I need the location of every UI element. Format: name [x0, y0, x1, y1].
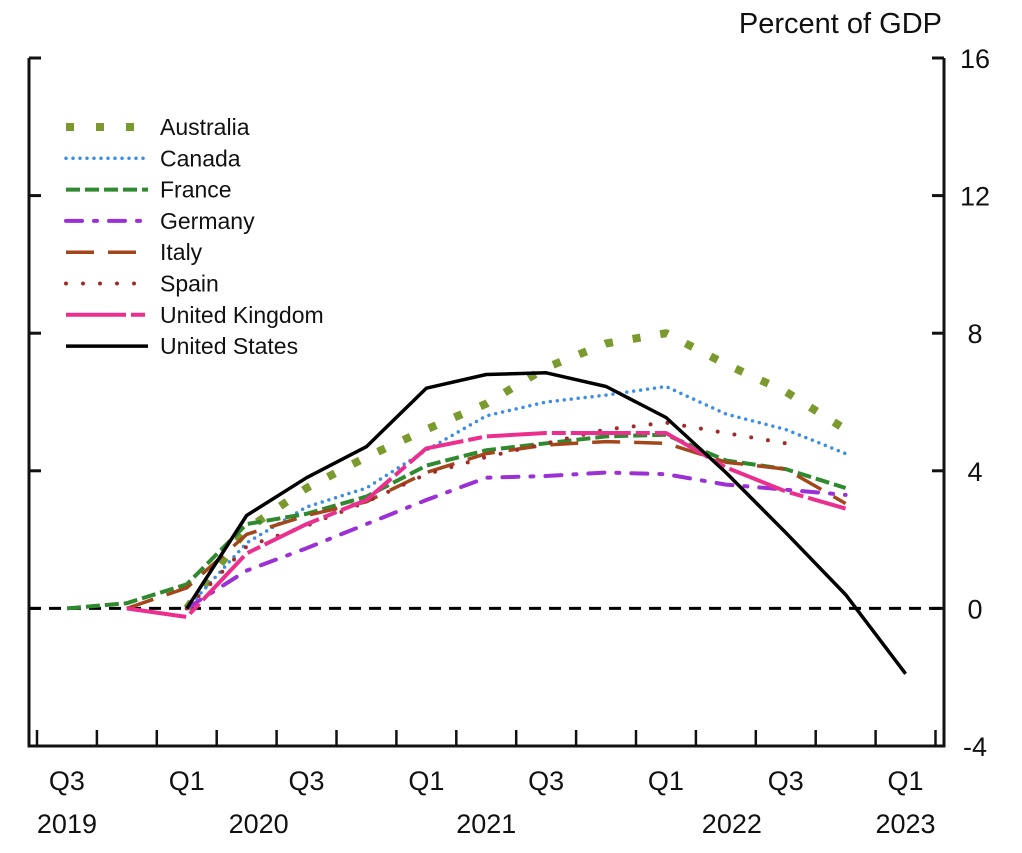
x-tick-label-year: 2019: [37, 809, 97, 839]
x-tick-label-quarter: Q3: [49, 766, 85, 796]
x-axis-ticks: Q3 Q1 Q3 Q1 Q3 Q1 Q3 Q1 2019 2020 2021 2022 2023: [35, 730, 937, 839]
series-line-australia: [183, 329, 848, 611]
plot-frame: [27, 58, 946, 748]
series-line-canada: [185, 384, 848, 611]
legend-label: Canada: [160, 145, 241, 171]
x-tick-label-quarter: Q1: [648, 766, 684, 796]
x-tick-label-quarter: Q1: [169, 766, 205, 796]
series-lines: [66, 329, 907, 675]
series-line-spain: [184, 420, 788, 611]
legend-item-canada: Canada: [64, 145, 241, 171]
series-line-germany: [184, 470, 848, 611]
legend-label: Spain: [160, 271, 219, 297]
y-tick-label: 0: [967, 594, 982, 624]
legend-label: Italy: [160, 239, 203, 265]
legend-item-france: France: [66, 177, 232, 203]
x-tick-label-quarter: Q3: [289, 766, 325, 796]
series-line-united-states: [185, 371, 907, 675]
y-tick-label: -4: [963, 732, 987, 762]
legend-label: Germany: [160, 208, 255, 234]
legend-label: United Kingdom: [160, 302, 324, 328]
x-tick-label-year: 2021: [456, 809, 516, 839]
x-tick-label-year: 2022: [702, 809, 762, 839]
y-tick-label: 12: [960, 182, 990, 212]
x-tick-label-year: 2023: [876, 809, 936, 839]
legend-label: Australia: [160, 114, 250, 140]
y-tick-label: 4: [967, 457, 982, 487]
x-tick-label-quarter: Q3: [768, 766, 804, 796]
y-unit-label: Percent of GDP: [739, 8, 942, 40]
legend-item-australia: Australia: [66, 114, 250, 140]
legend: Australia Canada France Germany Italy Spain Un…: [64, 114, 324, 359]
series-line-united-kingdom: [126, 431, 847, 619]
legend-item-united-states: United States: [66, 333, 298, 359]
x-tick-label-year: 2020: [229, 809, 289, 839]
x-tick-label-quarter: Q1: [888, 766, 924, 796]
series-line-italy: [126, 439, 847, 611]
legend-item-spain: Spain: [64, 271, 219, 297]
legend-label: France: [160, 177, 232, 203]
x-tick-label-quarter: Q3: [528, 766, 564, 796]
legend-item-germany: Germany: [64, 208, 255, 234]
y-tick-label: 16: [960, 44, 990, 74]
legend-label: United States: [160, 333, 298, 359]
legend-item-italy: Italy: [66, 239, 203, 265]
y-tick-label: 8: [967, 319, 982, 349]
legend-item-united-kingdom: United Kingdom: [66, 302, 324, 328]
x-tick-label-quarter: Q1: [408, 766, 444, 796]
y-axis-ticks: 16 12 8 4 0 -4: [29, 44, 990, 762]
series-line-france: [66, 432, 847, 611]
